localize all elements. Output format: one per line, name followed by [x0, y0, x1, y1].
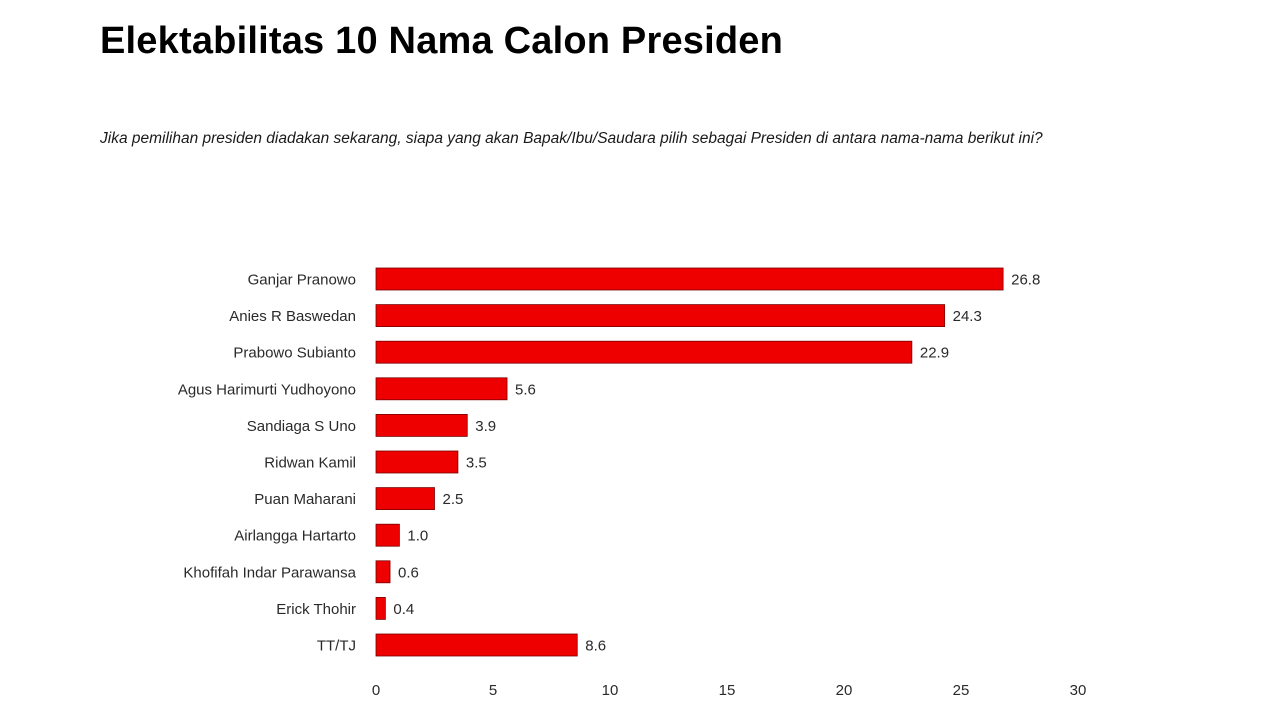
value-label: 22.9: [920, 345, 949, 362]
bar: [375, 487, 435, 511]
bar: [375, 523, 400, 547]
value-label: 0.4: [393, 601, 414, 618]
category-label: Ridwan Kamil: [264, 455, 356, 472]
bar: [375, 560, 391, 584]
value-label: 8.6: [585, 638, 606, 655]
value-label: 0.6: [398, 564, 419, 581]
category-label: Prabowo Subianto: [233, 345, 356, 362]
value-label: 5.6: [515, 381, 536, 398]
x-tick-label: 20: [836, 682, 853, 699]
value-label: 2.5: [443, 491, 464, 508]
category-label: Sandiaga S Uno: [247, 418, 356, 435]
bar: [375, 450, 459, 474]
x-tick-label: 25: [953, 682, 970, 699]
category-label: Khofifah Indar Parawansa: [183, 564, 356, 581]
category-label: Ganjar Pranowo: [248, 272, 356, 289]
bar: [375, 633, 578, 657]
category-label: TT/TJ: [317, 638, 356, 655]
value-label: 1.0: [407, 528, 428, 545]
value-label: 3.5: [466, 455, 487, 472]
category-label: Erick Thohir: [276, 601, 356, 618]
value-label: 24.3: [953, 308, 982, 325]
bar: [375, 340, 913, 364]
category-label: Agus Harimurti Yudhoyono: [178, 381, 356, 398]
x-tick-label: 15: [719, 682, 736, 699]
category-label: Airlangga Hartarto: [234, 528, 356, 545]
bar: [375, 377, 508, 401]
category-label: Puan Maharani: [254, 491, 356, 508]
x-tick-label: 30: [1070, 682, 1087, 699]
survey-question: Jika pemilihan presiden diadakan sekaran…: [100, 130, 1043, 147]
bar: [375, 304, 946, 328]
bar: [375, 267, 1004, 291]
value-label: 26.8: [1011, 272, 1040, 289]
value-label: 3.9: [475, 418, 496, 435]
bar: [375, 413, 468, 437]
chart-title: Elektabilitas 10 Nama Calon Presiden: [100, 20, 784, 62]
category-label: Anies R Baswedan: [229, 308, 356, 325]
x-tick-label: 5: [489, 682, 497, 699]
x-tick-label: 0: [372, 682, 380, 699]
x-tick-label: 10: [602, 682, 619, 699]
bar: [375, 597, 386, 620]
